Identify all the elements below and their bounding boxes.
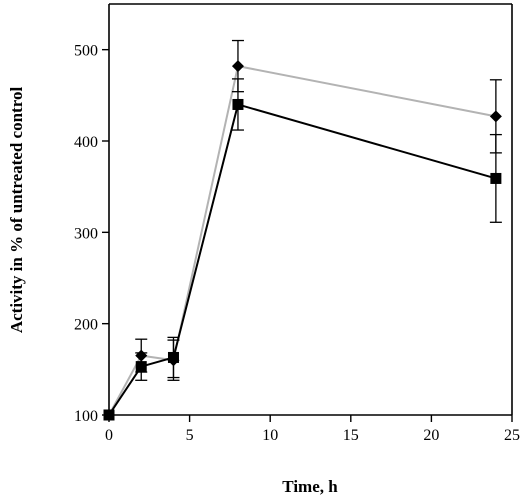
data-point-diamond — [231, 60, 244, 73]
data-point-square — [232, 98, 244, 110]
y-tick-label: 500 — [74, 43, 98, 60]
y-tick-label: 100 — [74, 408, 98, 425]
x-tick-label: 20 — [423, 427, 439, 444]
series-diamond — [103, 39, 502, 421]
series-line — [108, 64, 497, 416]
y-ticks: 100 200 300 400 500 — [74, 43, 109, 425]
series-square — [103, 78, 502, 421]
y-axis-title: Activity in % of untreated control — [7, 87, 26, 334]
x-tick-label: 25 — [504, 427, 520, 444]
y-tick-label: 400 — [74, 134, 98, 151]
data-point-square — [103, 409, 115, 421]
series-layer — [103, 39, 502, 421]
x-axis-title: Time, h — [282, 477, 338, 496]
y-tick-label: 200 — [74, 317, 98, 334]
data-point-diamond — [489, 110, 502, 123]
data-point-square — [167, 351, 179, 363]
x-ticks: 0 5 10 15 20 25 — [105, 415, 520, 444]
plot-frame — [108, 3, 513, 416]
x-tick-label: 10 — [262, 427, 278, 444]
y-tick-label: 300 — [74, 225, 98, 242]
data-point-square — [490, 172, 502, 184]
data-point-square — [135, 361, 147, 373]
series-line — [108, 103, 497, 416]
x-tick-label: 5 — [186, 427, 194, 444]
x-tick-label: 0 — [105, 427, 113, 444]
x-tick-label: 15 — [343, 427, 359, 444]
